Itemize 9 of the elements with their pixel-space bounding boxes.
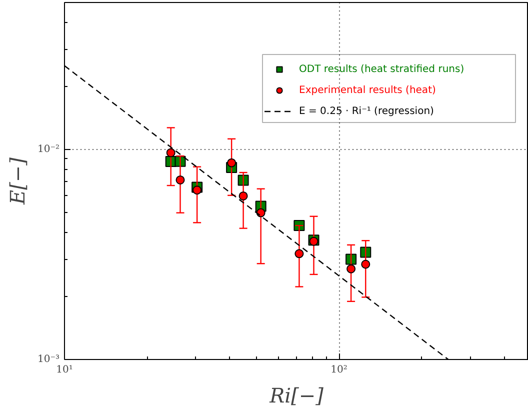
y-tick-label: 10⁻²: [37, 144, 60, 155]
x-tick-label: 10¹: [56, 364, 73, 376]
x-axis-title: Ri[−]: [268, 384, 324, 408]
y-axis-title: E[−]: [5, 157, 30, 206]
x-tick-label: 10²: [330, 364, 348, 376]
y-tick-label: 10⁻³: [37, 354, 60, 365]
legend-label: Experimental results (heat): [299, 84, 436, 97]
legend-label: ODT results (heat stratified runs): [299, 62, 464, 76]
legend-label: E = 0.25 · Ri⁻¹ (regression): [299, 104, 434, 118]
